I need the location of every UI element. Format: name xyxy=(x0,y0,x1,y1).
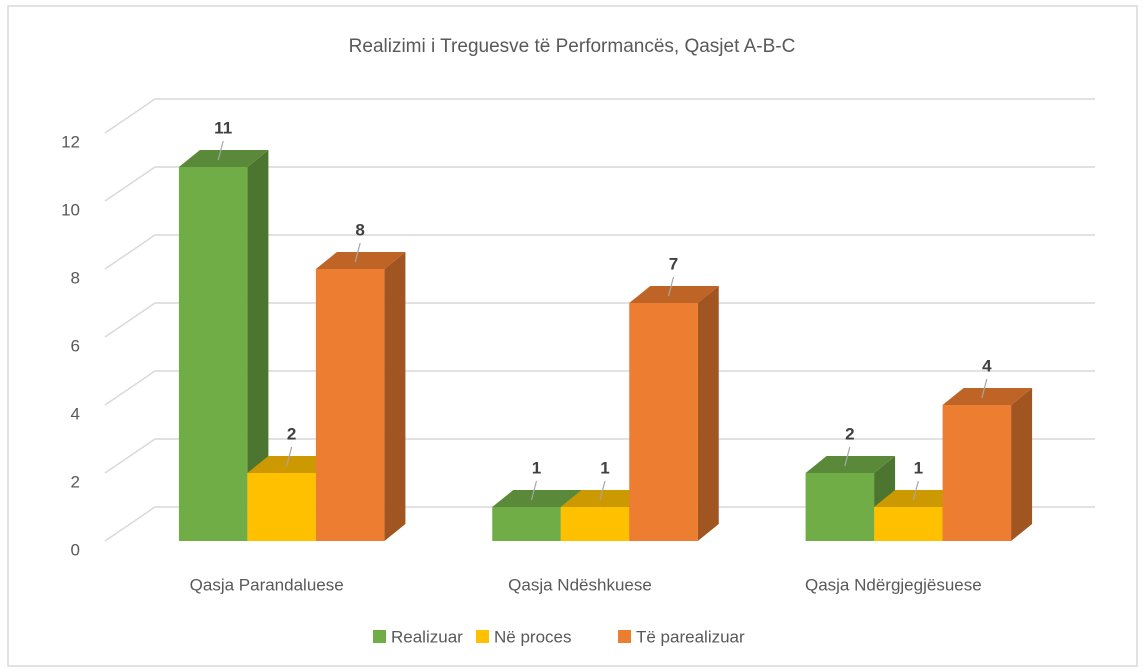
bar xyxy=(942,388,1033,541)
bar-front xyxy=(492,507,561,541)
leader-line xyxy=(354,242,361,263)
bar-front xyxy=(942,405,1012,541)
chart-title: Realizimi i Treguesve të Performancës, Q… xyxy=(349,36,796,57)
legend-swatch xyxy=(373,630,386,643)
grid-line xyxy=(104,302,1095,338)
value-label: 2 xyxy=(845,424,854,443)
value-label: 11 xyxy=(214,118,232,137)
bar xyxy=(874,490,964,541)
bar-side xyxy=(247,150,269,541)
y-tick-label: 12 xyxy=(61,132,80,151)
bar xyxy=(178,150,269,541)
grid-line xyxy=(104,234,1095,270)
leader-line xyxy=(981,378,988,399)
leader-line xyxy=(599,480,606,501)
value-label: 7 xyxy=(669,254,678,273)
value-label: 1 xyxy=(600,458,609,477)
chart-border xyxy=(7,5,1138,667)
leader-line xyxy=(217,140,224,161)
leader-line xyxy=(286,446,293,467)
legend-swatch xyxy=(476,630,489,643)
legend-label: Të parealizuar xyxy=(636,627,745,646)
value-label: 2 xyxy=(287,424,296,443)
value-label: 8 xyxy=(355,220,364,239)
bar-top xyxy=(315,252,406,269)
value-label: 1 xyxy=(532,458,541,477)
bar-top xyxy=(178,150,269,167)
leader-line xyxy=(530,480,538,501)
x-tick-label: Qasja Parandaluese xyxy=(190,575,344,594)
bar-top xyxy=(942,388,1033,405)
bar-front xyxy=(247,473,316,541)
bar-side xyxy=(697,286,719,541)
leader-line xyxy=(667,276,675,297)
y-tick-label: 6 xyxy=(71,336,80,355)
bar-front xyxy=(874,507,943,541)
value-label: 1 xyxy=(914,458,923,477)
legend-label: Në proces xyxy=(494,627,571,646)
legend-label: Realizuar xyxy=(391,627,463,646)
bar-top xyxy=(629,286,719,303)
y-tick-label: 8 xyxy=(71,268,80,287)
grid-line xyxy=(104,438,1095,474)
y-tick-label: 0 xyxy=(71,540,80,559)
x-tick-label: Qasja Ndëshkuese xyxy=(508,575,652,594)
bar-front xyxy=(560,507,630,541)
bar-top xyxy=(492,490,582,507)
bar-side xyxy=(1011,388,1033,541)
legend-swatch xyxy=(618,630,631,643)
bar-front xyxy=(629,303,698,541)
leader-line xyxy=(912,480,919,501)
grid-line xyxy=(104,166,1095,202)
grid-line xyxy=(104,506,1095,542)
grid-line xyxy=(104,370,1095,406)
bar-top xyxy=(874,490,964,507)
bar-top xyxy=(247,456,337,473)
leader-line xyxy=(844,446,851,467)
y-tick-label: 2 xyxy=(71,472,80,491)
grid-line xyxy=(104,98,1095,134)
x-tick-label: Qasja Ndërgjegjësuese xyxy=(805,575,982,594)
y-tick-label: 4 xyxy=(71,404,80,423)
bar xyxy=(629,286,719,541)
y-tick-label: 10 xyxy=(61,200,80,219)
bar-front xyxy=(805,473,875,541)
bar-top xyxy=(805,456,896,473)
value-label: 4 xyxy=(982,356,992,375)
bar-front xyxy=(315,269,385,541)
bar-side xyxy=(384,252,406,541)
bar-front xyxy=(178,167,248,541)
bar-top xyxy=(560,490,651,507)
bar xyxy=(315,252,406,541)
